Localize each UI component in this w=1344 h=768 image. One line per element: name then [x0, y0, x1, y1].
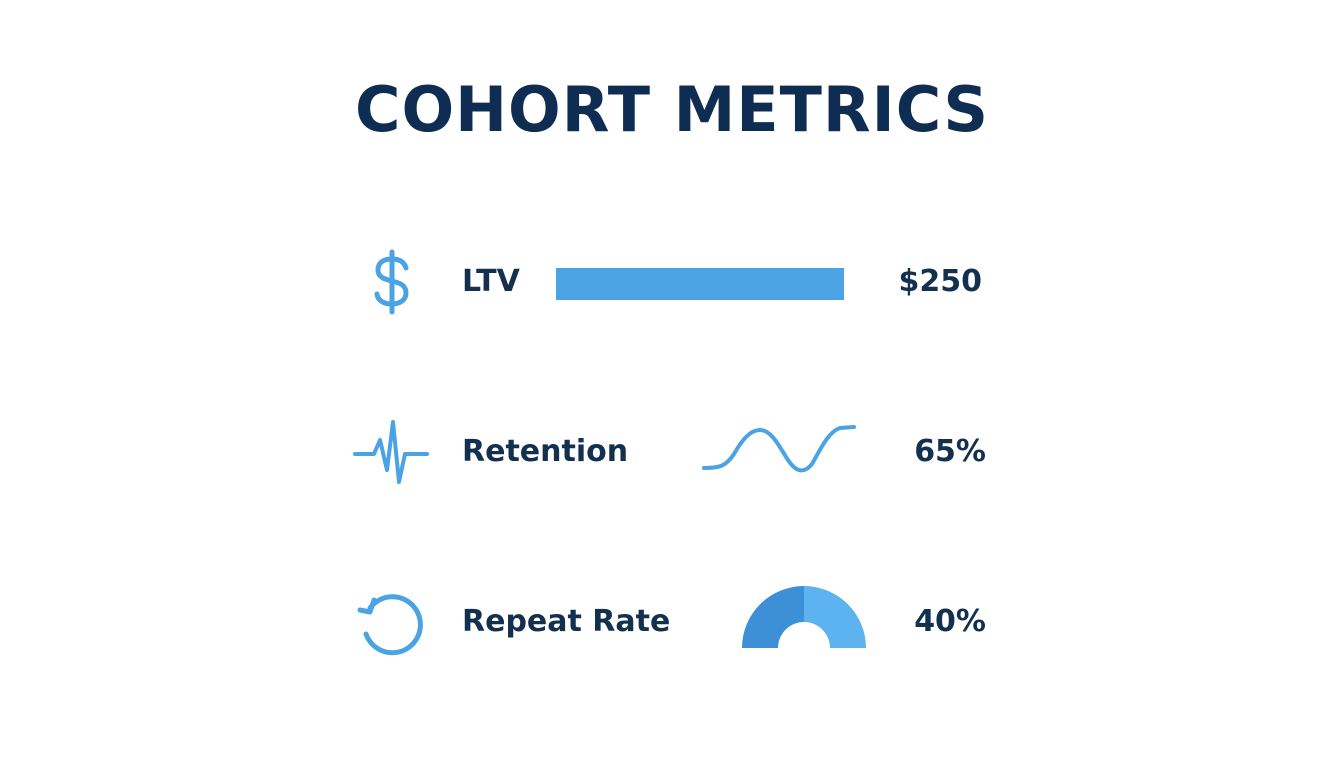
metric-value-repeat-rate: 40%: [914, 604, 986, 639]
metric-value-ltv: $250: [898, 264, 983, 299]
ltv-bar: [556, 268, 844, 300]
metric-label-ltv: LTV: [462, 264, 520, 299]
metric-value-retention: 65%: [914, 434, 986, 469]
metric-label-retention: Retention: [462, 434, 629, 469]
refresh-cycle-icon: [357, 594, 423, 656]
dollar-sign-icon: [374, 249, 409, 315]
heartbeat-icon: [353, 420, 429, 484]
page-title: COHORT METRICS: [354, 73, 990, 146]
retention-wave: [702, 425, 856, 473]
metric-label-repeat-rate: Repeat Rate: [462, 604, 671, 639]
repeat-rate-half-gauge: [742, 586, 866, 648]
